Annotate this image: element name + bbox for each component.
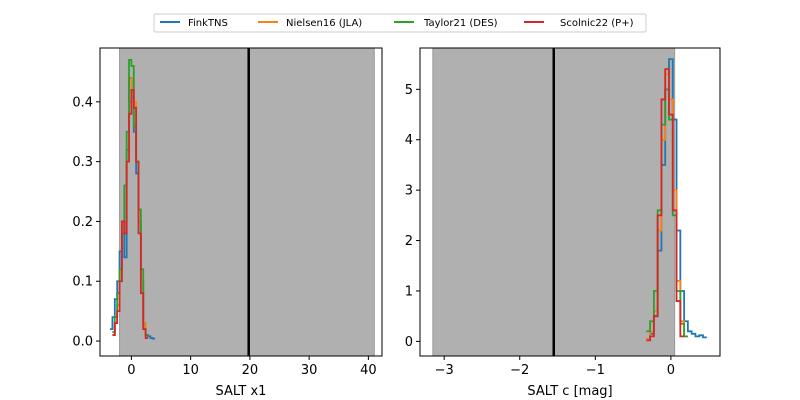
x-axis-label: SALT x1 bbox=[216, 384, 267, 399]
axes-frame bbox=[419, 47, 721, 357]
shaded-region bbox=[119, 47, 375, 357]
y-tick-label: 0 bbox=[405, 335, 413, 350]
y-tick-label: 4 bbox=[405, 133, 413, 148]
axes-frame bbox=[99, 47, 383, 357]
series-line-scolnic22-p bbox=[646, 68, 685, 342]
y-tick-label: 2 bbox=[405, 234, 413, 249]
x-axis-label: SALT c [mag] bbox=[527, 384, 612, 399]
y-tick-label: 0.1 bbox=[72, 275, 93, 290]
x-tick-label: 0 bbox=[127, 363, 135, 378]
x-tick-label: 10 bbox=[182, 363, 199, 378]
legend-label-1: Nielsen16 (JLA) bbox=[286, 18, 362, 29]
legend: FinkTNS Nielsen16 (JLA) Taylor21 (DES) S… bbox=[153, 13, 647, 33]
legend-label-0: FinkTNS bbox=[188, 18, 228, 29]
panel-salt-c: −3 −2 −1 0 0 1 2 3 4 5 SALT c [mag] bbox=[405, 47, 721, 399]
x-tick-label: −2 bbox=[510, 363, 529, 378]
x-tick-label: 0 bbox=[667, 363, 675, 378]
legend-entry-3: Scolnic22 (P+) bbox=[524, 18, 634, 29]
y-tick-label: 0.0 bbox=[72, 335, 93, 350]
x-tick-label: 40 bbox=[360, 363, 377, 378]
x-tick-label: −3 bbox=[435, 363, 454, 378]
x-tick-label: 20 bbox=[242, 363, 259, 378]
legend-label-3: Scolnic22 (P+) bbox=[560, 18, 634, 29]
x-tick-label: −1 bbox=[586, 363, 605, 378]
legend-label-2: Taylor21 (DES) bbox=[423, 18, 498, 29]
panel-salt-x1: 0 10 20 30 40 0.0 0.1 0.2 0.3 0.4 SALT x1 bbox=[72, 47, 383, 399]
x-tick-label: 30 bbox=[301, 363, 318, 378]
y-tick-label: 1 bbox=[405, 284, 413, 299]
y-tick-label: 0.2 bbox=[72, 215, 93, 230]
legend-entry-0: FinkTNS bbox=[160, 18, 228, 29]
y-tick-label: 3 bbox=[405, 184, 413, 199]
legend-entry-1: Nielsen16 (JLA) bbox=[258, 18, 362, 29]
y-tick-label: 5 bbox=[405, 83, 413, 98]
series-line-scolnic22-p bbox=[112, 88, 148, 339]
y-tick-label: 0.3 bbox=[72, 155, 93, 170]
y-tick-label: 0.4 bbox=[72, 95, 93, 110]
legend-entry-2: Taylor21 (DES) bbox=[394, 18, 498, 29]
